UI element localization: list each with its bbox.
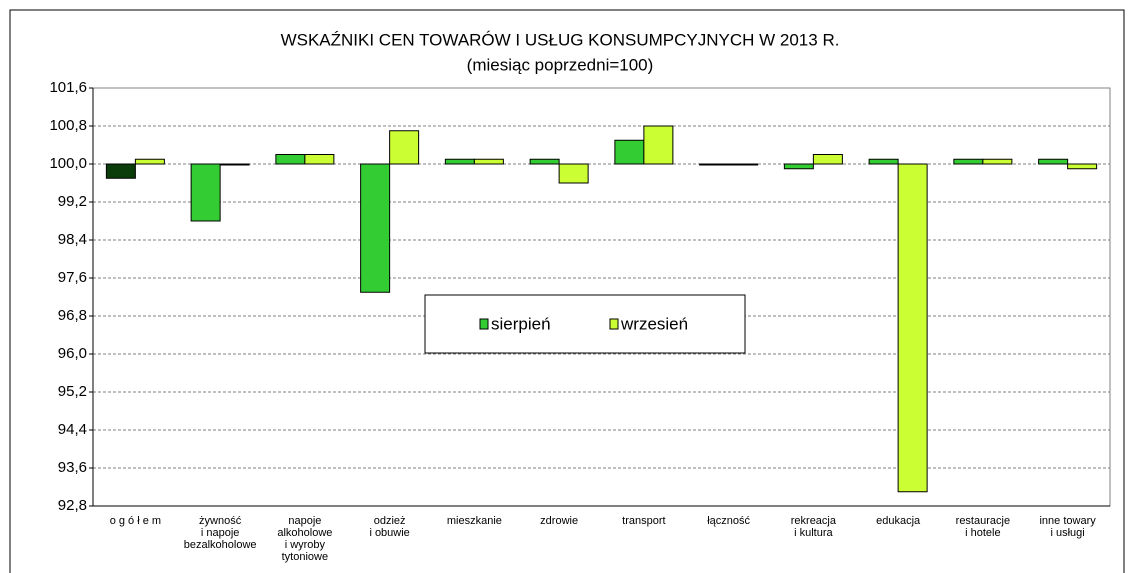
x-tick-label: o g ó ł e m [109, 515, 162, 527]
bar [529, 158, 560, 165]
bar [728, 163, 759, 166]
bar [1038, 158, 1069, 165]
chart-title: WSKAŹNIKI CEN TOWARÓW I USŁUG KONSUMPCYJ… [281, 30, 840, 49]
bar [699, 163, 730, 166]
x-tick-label: transport [622, 515, 666, 527]
y-tick-label: 96,8 [58, 307, 87, 324]
bar [868, 158, 899, 165]
legend [424, 294, 746, 354]
legend-label: wrzesień [620, 314, 688, 333]
bar [473, 158, 504, 165]
x-tick-label: zdrowie [540, 515, 579, 527]
x-tick-label: odzież i obuwie [369, 515, 410, 539]
bar [275, 154, 306, 165]
y-tick-label: 96,0 [58, 345, 87, 362]
bar [190, 163, 221, 222]
y-tick-label: 94,4 [58, 421, 87, 438]
bar [304, 154, 335, 165]
bar [982, 158, 1013, 165]
bar [643, 125, 674, 165]
chart-subtitle: (miesiąc poprzedni=100) [467, 55, 654, 74]
bar [134, 158, 165, 165]
y-tick-label: 100,0 [49, 155, 87, 172]
y-tick-label: 97,6 [58, 269, 87, 286]
y-tick-label: 98,4 [58, 231, 87, 248]
x-tick-label: napoje alkoholowe i wyroby tytoniowe [277, 515, 333, 563]
bar [1067, 163, 1098, 170]
legend-label: sierpień [491, 314, 551, 333]
legend-swatch [479, 318, 489, 330]
x-tick-label: restauracje i hotele [955, 515, 1011, 539]
bar [219, 163, 250, 166]
bar [105, 163, 136, 179]
y-tick-label: 92,8 [58, 497, 87, 514]
bar [783, 163, 814, 170]
y-tick-label: 95,2 [58, 383, 87, 400]
bar [614, 139, 645, 165]
x-tick-label: inne towary i usługi [1039, 515, 1096, 539]
bar [389, 130, 420, 165]
bar [360, 163, 391, 293]
bar [953, 158, 984, 165]
bar [897, 163, 928, 493]
bar [812, 154, 843, 165]
bar [444, 158, 475, 165]
x-tick-label: rekreacja i kultura [790, 515, 836, 539]
x-tick-label: żywność i napoje bezalkoholowe [183, 515, 257, 551]
y-tick-label: 101,6 [49, 79, 87, 96]
y-tick-label: 100,8 [49, 117, 87, 134]
y-tick-label: 99,2 [58, 193, 87, 210]
y-tick-label: 93,6 [58, 459, 87, 476]
x-tick-label: mieszkanie [446, 515, 502, 527]
bar [558, 163, 589, 184]
x-tick-label: edukacja [876, 515, 921, 527]
legend-swatch [609, 318, 619, 330]
x-tick-label: łączność [707, 515, 751, 527]
